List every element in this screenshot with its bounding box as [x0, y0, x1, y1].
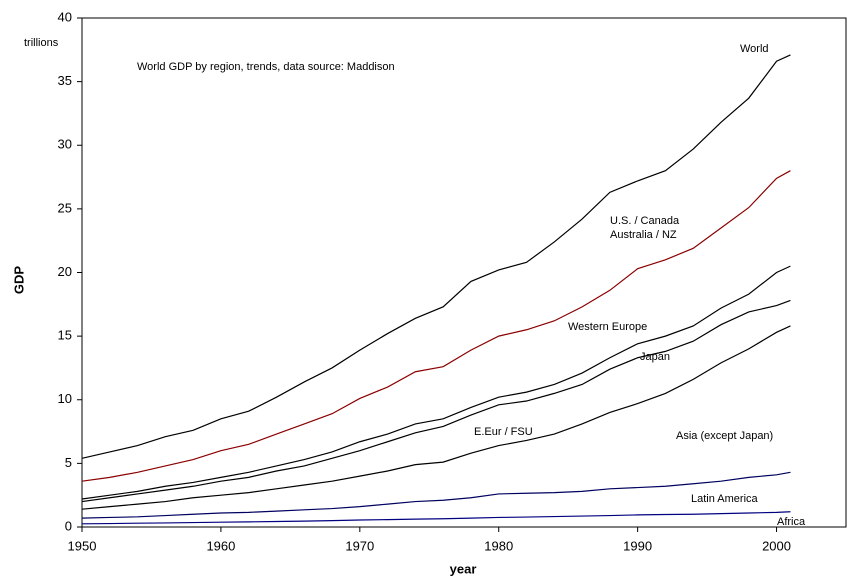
y-tick-label: 10 [58, 391, 72, 406]
annotation: E.Eur / FSU [474, 426, 533, 438]
series-line [81, 170, 791, 482]
series-line [81, 299, 791, 503]
plot-frame [81, 17, 847, 528]
annotation: trillions [24, 37, 59, 49]
x-tick-label: 1980 [484, 538, 513, 553]
annotation: Asia (except Japan) [676, 430, 773, 442]
y-tick-label: 15 [58, 328, 72, 343]
series-line [81, 325, 791, 510]
x-axis-title: year [450, 561, 477, 576]
series-line [81, 511, 791, 525]
y-tick-label: 25 [58, 200, 72, 215]
y-tick-label: 35 [58, 73, 72, 88]
y-tick-label: 30 [58, 137, 72, 152]
annotation: Japan [640, 351, 670, 363]
series-line [81, 265, 791, 500]
annotation: Western Europe [568, 321, 647, 333]
series-line [81, 54, 791, 459]
x-tick-label: 1960 [206, 538, 235, 553]
x-tick-label: 1990 [623, 538, 652, 553]
chart-title: World GDP by region, trends, data source… [137, 61, 395, 73]
y-axis-title: GDP [11, 266, 26, 295]
annotation: U.S. / Canada [610, 215, 680, 227]
annotation: Africa [777, 516, 806, 528]
series-line [81, 471, 791, 519]
x-tick-label: 1970 [345, 538, 374, 553]
y-tick-label: 20 [58, 264, 72, 279]
y-tick-label: 0 [65, 518, 72, 533]
x-tick-label: 1950 [68, 538, 97, 553]
y-tick-label: 40 [58, 9, 72, 24]
annotation: World [740, 43, 769, 55]
annotation: Australia / NZ [610, 229, 677, 241]
x-tick-label: 2000 [762, 538, 791, 553]
annotation: Latin America [691, 493, 759, 505]
y-tick-label: 5 [65, 455, 72, 470]
